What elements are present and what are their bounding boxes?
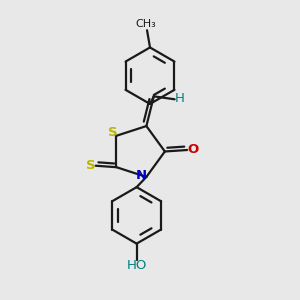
Text: O: O [187,143,198,156]
Text: HO: HO [126,260,147,272]
Text: H: H [174,92,184,105]
Text: S: S [85,159,95,172]
Text: CH₃: CH₃ [135,19,156,29]
Text: S: S [108,126,118,139]
Text: N: N [136,169,147,182]
